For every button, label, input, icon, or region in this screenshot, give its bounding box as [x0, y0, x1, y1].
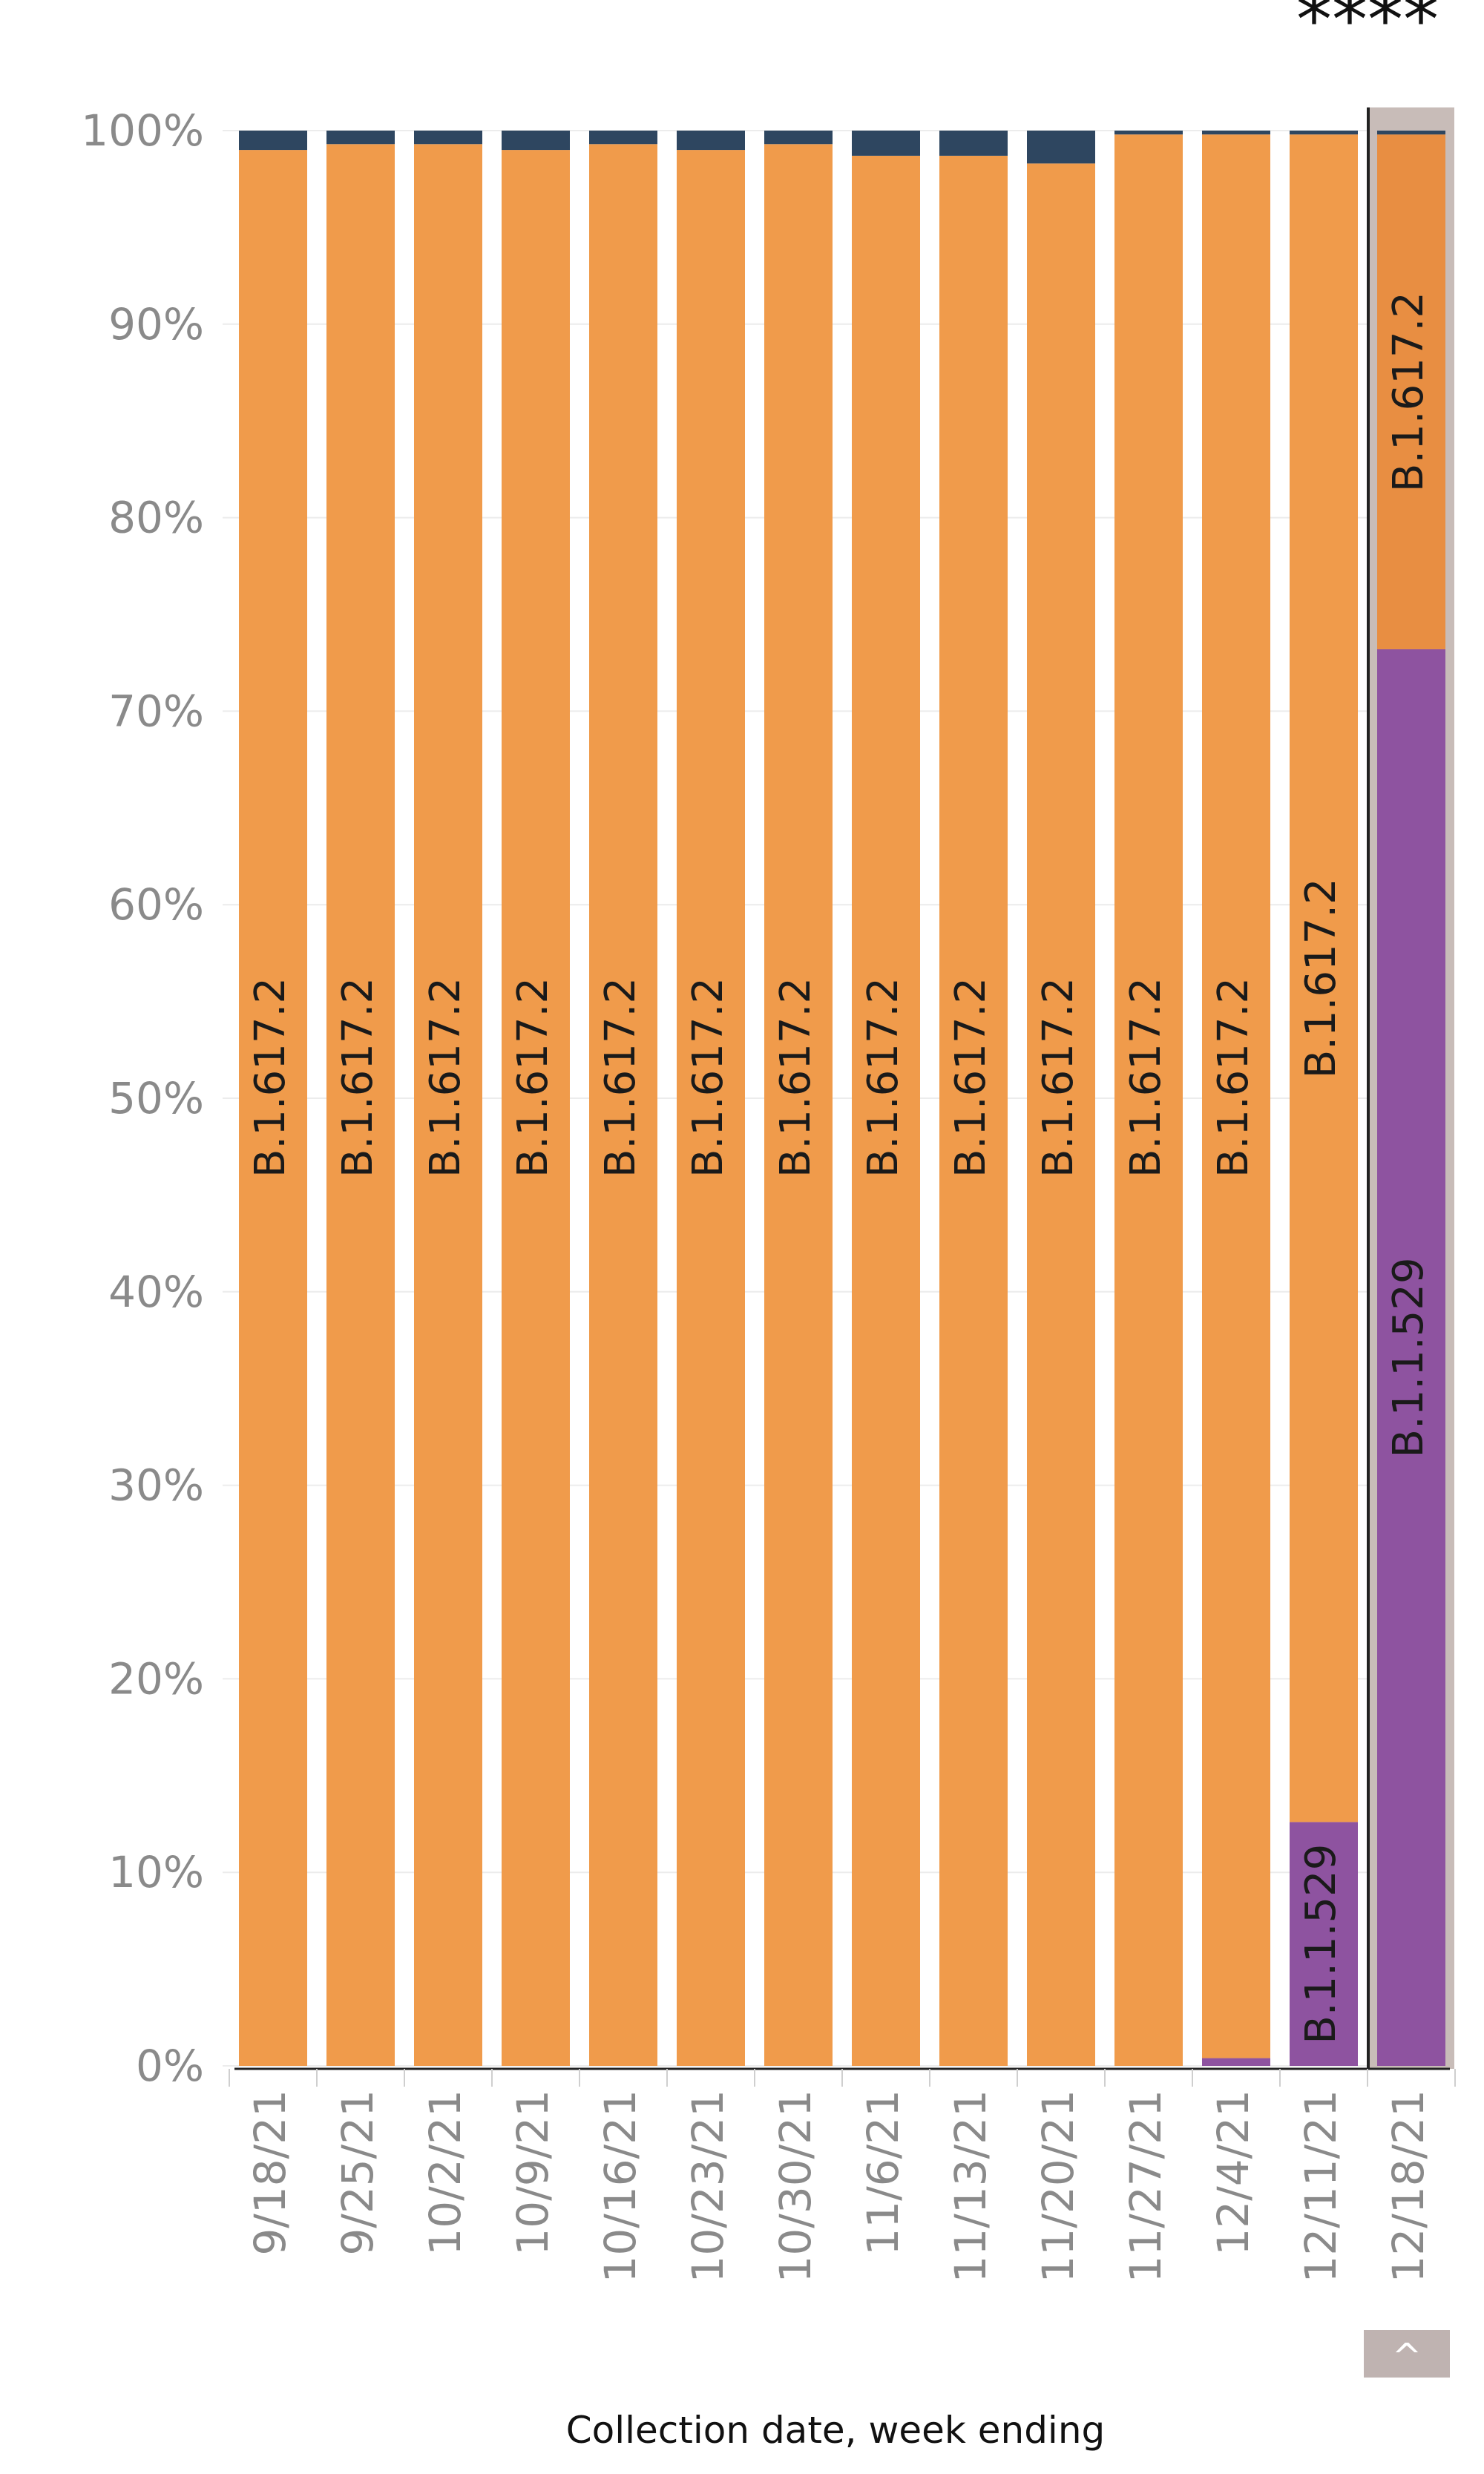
scroll-up-button-bg[interactable]: [1364, 2330, 1450, 2378]
x-tick-label: 10/16/21: [595, 2090, 646, 2283]
bar-segment[interactable]: [1114, 134, 1183, 2066]
bar-segment[interactable]: [1290, 134, 1358, 1822]
bar-data-label: B.1.617.2: [1385, 292, 1433, 492]
bar-segment[interactable]: [852, 131, 920, 156]
bar-data-label: B.1.617.2: [1122, 977, 1170, 1178]
x-tick-label: 11/20/21: [1033, 2090, 1083, 2283]
bar-segment[interactable]: [1202, 2058, 1270, 2066]
bar-segment[interactable]: [1202, 134, 1270, 2058]
bar-segment[interactable]: [239, 150, 307, 2066]
bar-segment[interactable]: [239, 131, 307, 151]
bar-data-label: B.1.617.2: [597, 977, 645, 1178]
bar-segment[interactable]: [1377, 649, 1445, 2066]
bar-data-label: B.1.1.529: [1297, 1844, 1345, 2044]
bar-segment[interactable]: [1027, 163, 1095, 2067]
y-tick-label: 0%: [136, 2041, 204, 2091]
bar-data-label: B.1.617.2: [947, 977, 995, 1178]
bar-data-label: B.1.617.2: [334, 977, 382, 1178]
y-tick-label: 20%: [108, 1653, 204, 1704]
y-tick-label: 80%: [108, 493, 204, 543]
bar-segment[interactable]: [414, 144, 482, 2066]
bar-segment[interactable]: [1377, 131, 1445, 135]
bar-data-label: B.1.617.2: [509, 977, 557, 1178]
bar-segment[interactable]: [939, 131, 1008, 156]
x-tick-label: 12/4/21: [1208, 2090, 1258, 2256]
x-tick-label: 10/23/21: [683, 2090, 733, 2283]
bar-segment[interactable]: [1202, 131, 1270, 135]
x-tick-label: 9/18/21: [245, 2090, 295, 2256]
bar-segment[interactable]: [939, 155, 1008, 2066]
bar-segment[interactable]: [852, 155, 920, 2066]
bar-segment[interactable]: [677, 150, 745, 2066]
x-tick-label: 12/18/21: [1383, 2090, 1434, 2283]
x-tick-label: 10/2/21: [420, 2090, 470, 2256]
y-axis: 0% 10% 20% 30% 40% 50% 60% 70% 80% 90% 100%: [81, 105, 204, 2091]
x-axis-title: Collection date, week ending: [566, 2409, 1106, 2452]
bar-data-label: B.1.617.2: [1209, 977, 1258, 1178]
bar-labels: B.1.617.2 B.1.617.2 B.1.617.2 B.1.617.2 B.1.…: [246, 292, 1433, 2044]
bar-segment[interactable]: [1114, 131, 1183, 135]
scroll-up-button[interactable]: ^: [1364, 2330, 1450, 2378]
bar-data-label: B.1.617.2: [859, 977, 907, 1178]
y-tick-label: 60%: [108, 879, 204, 930]
x-tick-label: 12/11/21: [1296, 2090, 1346, 2283]
y-tick-label: 50%: [108, 1073, 204, 1123]
bar-segment[interactable]: [326, 144, 395, 2066]
x-tick-label: 9/25/21: [332, 2090, 383, 2256]
chevron-up-icon[interactable]: ^: [1392, 2336, 1422, 2378]
bar-data-label: B.1.617.2: [772, 977, 820, 1178]
bar-segment[interactable]: [502, 150, 570, 2066]
y-tick-label: 90%: [108, 299, 204, 350]
bar-data-label: B.1.617.2: [246, 977, 295, 1178]
bar-segment[interactable]: [1290, 1822, 1358, 2066]
y-tick-label: 40%: [108, 1267, 204, 1317]
y-tick-label: 100%: [81, 105, 204, 156]
bar-data-label: B.1.617.2: [1034, 977, 1083, 1178]
bar-segment[interactable]: [1377, 134, 1445, 649]
y-tick-label: 10%: [108, 1847, 204, 1897]
y-tick-label: 70%: [108, 686, 204, 736]
bar-segment[interactable]: [1027, 131, 1095, 164]
x-axis: 9/18/21 9/25/21 10/2/21 10/9/21 10/16/21 10/2…: [229, 2067, 1456, 2283]
bar-segment[interactable]: [1290, 131, 1358, 135]
bar-segment[interactable]: [414, 131, 482, 145]
bar-data-label: B.1.617.2: [684, 977, 732, 1178]
y-tick-label: 30%: [108, 1460, 204, 1511]
x-tick-label: 11/13/21: [945, 2090, 996, 2283]
bar-segment[interactable]: [677, 131, 745, 151]
bars: [239, 131, 1445, 2067]
bar-segment[interactable]: [764, 144, 833, 2066]
bar-segment[interactable]: [589, 131, 657, 145]
annotation-asterisks: ****: [1296, 0, 1439, 62]
x-tick-label: 11/27/21: [1120, 2090, 1171, 2283]
bar-segment[interactable]: [589, 144, 657, 2066]
x-tick-label: 10/9/21: [508, 2090, 558, 2256]
bar-segment[interactable]: [326, 131, 395, 145]
bar-data-label: B.1.1.529: [1385, 1257, 1433, 1457]
bar-data-label: B.1.617.2: [1297, 878, 1345, 1078]
bar-segment[interactable]: [764, 131, 833, 145]
x-tick-label: 10/30/21: [770, 2090, 821, 2283]
x-tick-label: 11/6/21: [858, 2090, 908, 2256]
bar-segment[interactable]: [502, 131, 570, 151]
bar-data-label: B.1.617.2: [421, 977, 470, 1178]
